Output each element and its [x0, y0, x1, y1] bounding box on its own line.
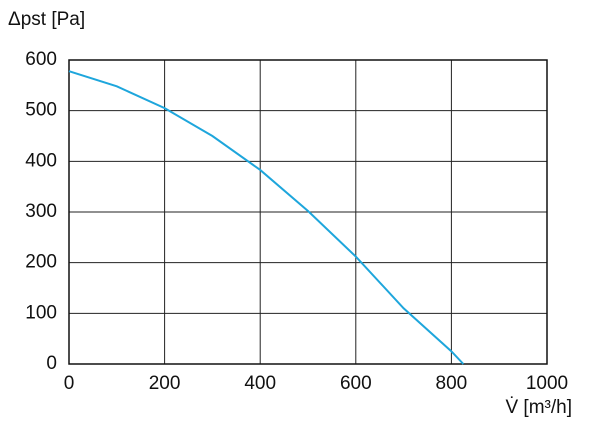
data-line — [68, 70, 465, 365]
y-tick-label: 0 — [46, 353, 57, 374]
y-tick-label: 400 — [25, 150, 57, 171]
x-tick-label: 800 — [436, 373, 468, 394]
x-tick-label: 400 — [244, 373, 276, 394]
x-tick-label: 1000 — [526, 373, 568, 394]
x-tick-label: 200 — [149, 373, 181, 394]
plot-frame — [68, 59, 548, 365]
x-axis-label: V̇ [m³/h] — [505, 397, 572, 418]
y-tick-label: 200 — [25, 252, 57, 273]
x-tick-label: 0 — [64, 373, 75, 394]
y-tick-label: 300 — [25, 201, 57, 222]
y-axis-label: Δpst [Pa] — [8, 9, 85, 30]
y-tick-label: 100 — [25, 302, 57, 323]
y-tick-label: 600 — [25, 49, 57, 70]
x-tick-label: 600 — [340, 373, 372, 394]
y-tick-label: 500 — [25, 100, 57, 121]
